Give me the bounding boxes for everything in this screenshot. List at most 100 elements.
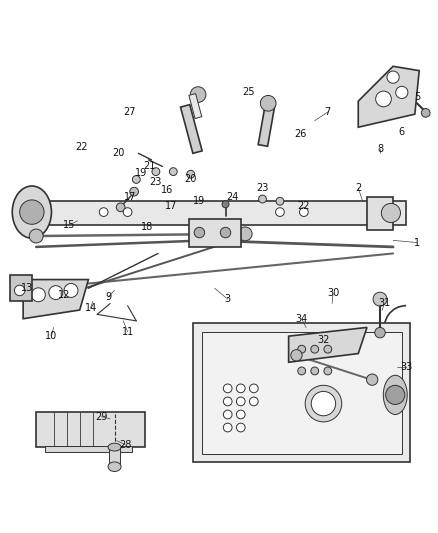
Text: 34: 34 xyxy=(296,314,308,324)
Polygon shape xyxy=(10,275,32,301)
Circle shape xyxy=(194,228,205,238)
Circle shape xyxy=(99,208,108,216)
Bar xyxy=(367,197,393,230)
Circle shape xyxy=(223,384,232,393)
Text: 1: 1 xyxy=(414,238,420,247)
Text: 16: 16 xyxy=(161,185,173,195)
Ellipse shape xyxy=(108,462,121,472)
Circle shape xyxy=(258,195,266,203)
Circle shape xyxy=(324,345,332,353)
Circle shape xyxy=(170,168,177,175)
Bar xyxy=(193,323,410,462)
Text: 6: 6 xyxy=(399,126,405,136)
Text: 17: 17 xyxy=(165,200,177,211)
Text: 20: 20 xyxy=(184,174,197,184)
Text: 22: 22 xyxy=(76,142,88,152)
Text: 32: 32 xyxy=(317,335,330,345)
Circle shape xyxy=(276,197,284,205)
Polygon shape xyxy=(289,327,367,362)
Text: 9: 9 xyxy=(105,292,111,302)
Text: 15: 15 xyxy=(63,220,75,230)
Circle shape xyxy=(64,284,78,297)
Text: 29: 29 xyxy=(95,411,108,422)
Circle shape xyxy=(130,187,138,196)
Circle shape xyxy=(387,71,399,83)
Text: 19: 19 xyxy=(134,168,147,178)
Circle shape xyxy=(298,367,306,375)
Circle shape xyxy=(222,201,229,208)
Circle shape xyxy=(190,87,206,102)
Circle shape xyxy=(324,367,332,375)
Text: 23: 23 xyxy=(256,183,268,193)
Text: 22: 22 xyxy=(297,200,310,211)
Text: 30: 30 xyxy=(327,288,339,298)
Circle shape xyxy=(381,204,400,223)
Ellipse shape xyxy=(383,375,407,415)
Text: 20: 20 xyxy=(113,148,125,158)
Circle shape xyxy=(291,350,302,361)
Circle shape xyxy=(311,391,336,416)
Text: 8: 8 xyxy=(377,144,383,154)
Circle shape xyxy=(300,208,308,216)
Text: 23: 23 xyxy=(150,176,162,187)
Circle shape xyxy=(32,288,46,302)
Text: 10: 10 xyxy=(45,331,57,341)
Circle shape xyxy=(187,171,194,178)
Circle shape xyxy=(220,228,231,238)
Circle shape xyxy=(250,397,258,406)
Circle shape xyxy=(250,384,258,393)
Bar xyxy=(258,102,275,146)
Circle shape xyxy=(237,410,245,419)
Circle shape xyxy=(276,208,284,216)
Bar xyxy=(110,446,120,467)
Circle shape xyxy=(386,385,405,405)
Circle shape xyxy=(132,175,140,183)
Text: 7: 7 xyxy=(325,107,331,117)
Text: 25: 25 xyxy=(242,87,255,98)
Bar xyxy=(36,413,145,447)
Ellipse shape xyxy=(108,443,121,451)
Circle shape xyxy=(237,397,245,406)
Text: 24: 24 xyxy=(226,192,238,202)
Circle shape xyxy=(376,91,391,107)
Circle shape xyxy=(375,327,385,338)
Text: 12: 12 xyxy=(58,290,71,300)
Text: 14: 14 xyxy=(85,303,97,313)
Circle shape xyxy=(116,203,125,212)
Text: 2: 2 xyxy=(355,183,361,193)
Text: 26: 26 xyxy=(295,129,307,139)
Text: 27: 27 xyxy=(124,107,136,117)
Text: 19: 19 xyxy=(193,196,205,206)
Circle shape xyxy=(237,384,245,393)
Bar xyxy=(201,332,402,454)
Circle shape xyxy=(367,374,378,385)
Text: 13: 13 xyxy=(21,283,34,293)
Text: 5: 5 xyxy=(414,92,420,102)
Circle shape xyxy=(123,208,132,216)
Polygon shape xyxy=(23,279,88,319)
Circle shape xyxy=(305,385,342,422)
Text: 33: 33 xyxy=(400,361,412,372)
Bar xyxy=(180,104,202,154)
Text: 21: 21 xyxy=(143,161,155,172)
Ellipse shape xyxy=(12,186,51,238)
Text: 11: 11 xyxy=(121,327,134,337)
Circle shape xyxy=(20,200,44,224)
Text: 31: 31 xyxy=(378,298,391,309)
Bar xyxy=(188,219,241,247)
Text: 18: 18 xyxy=(141,222,153,232)
Polygon shape xyxy=(358,66,419,127)
Circle shape xyxy=(311,367,319,375)
Circle shape xyxy=(311,345,319,353)
Circle shape xyxy=(373,292,387,306)
Circle shape xyxy=(29,229,43,243)
Bar xyxy=(189,94,202,118)
Circle shape xyxy=(237,423,245,432)
Text: 28: 28 xyxy=(119,440,131,450)
Circle shape xyxy=(223,397,232,406)
Circle shape xyxy=(396,86,408,99)
Circle shape xyxy=(421,109,430,117)
Text: 3: 3 xyxy=(225,294,231,304)
Circle shape xyxy=(152,168,160,175)
Bar xyxy=(45,446,132,453)
